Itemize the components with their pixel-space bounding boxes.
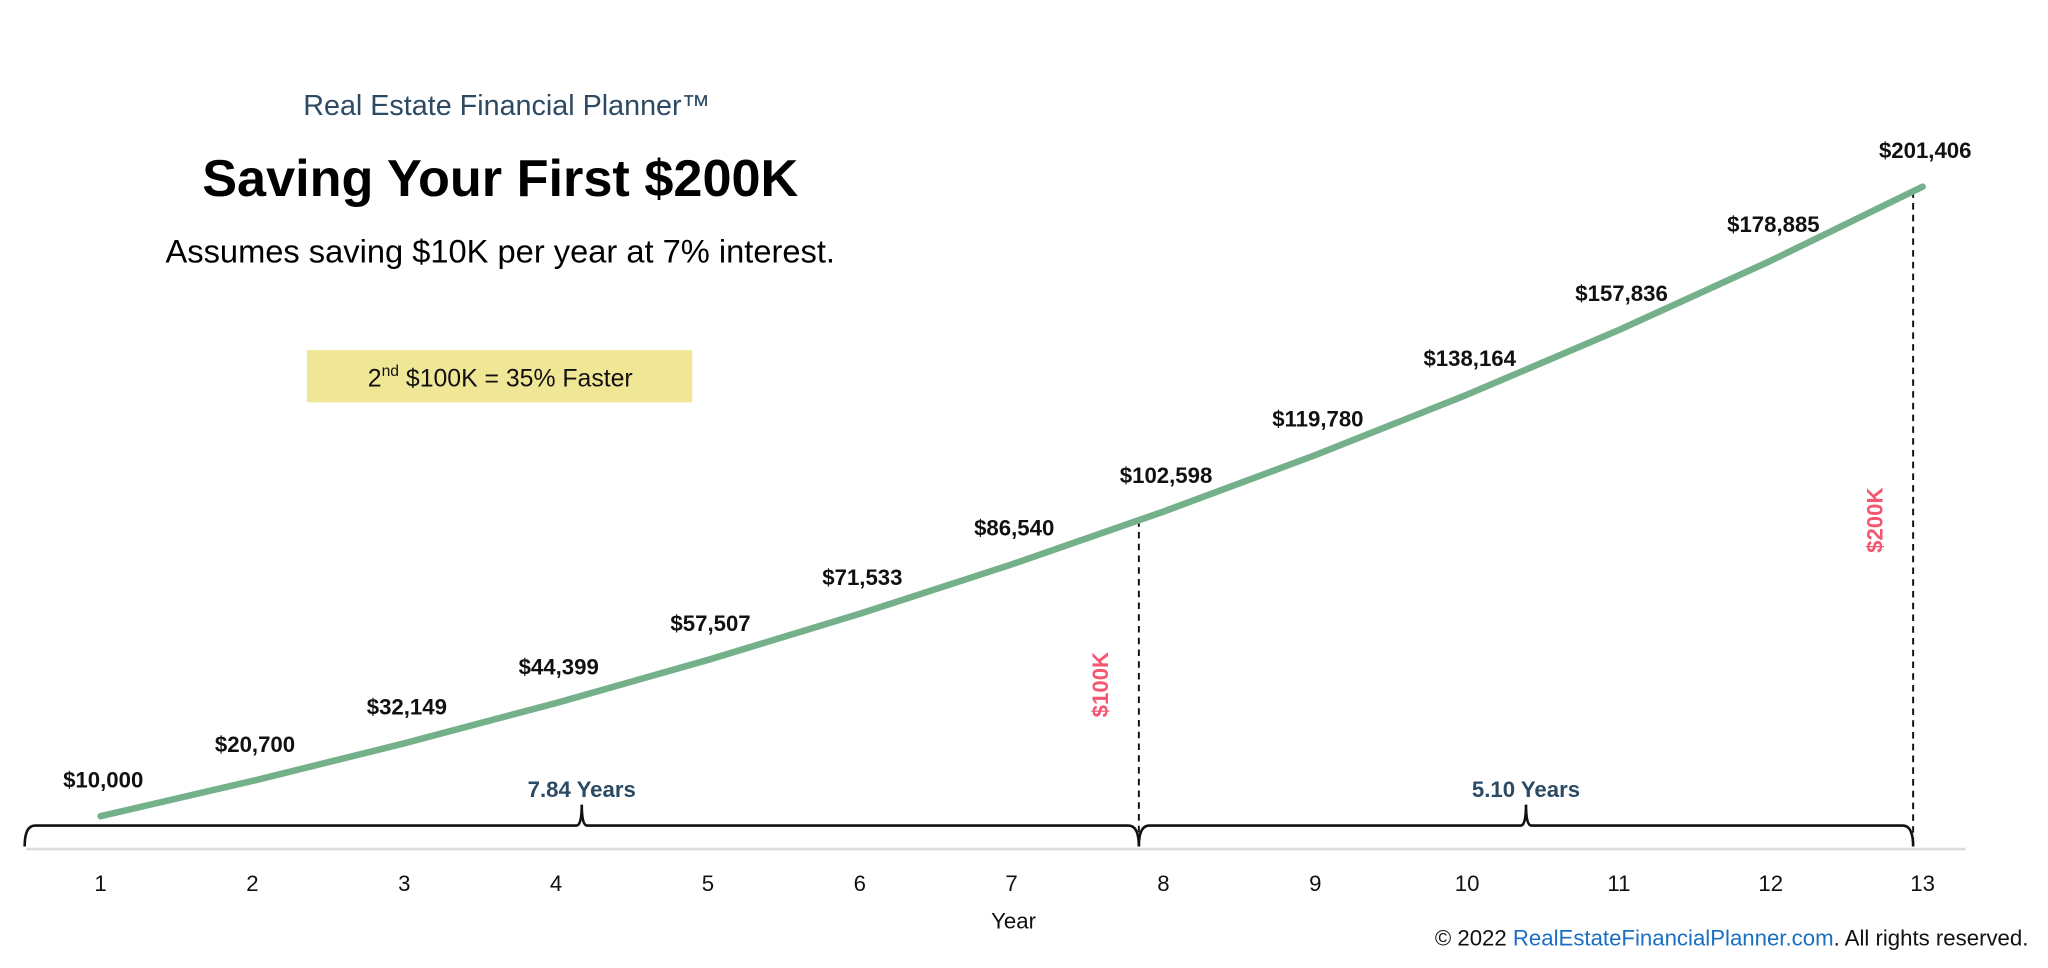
x-tick-label: 7 <box>1005 871 1017 896</box>
x-tick-label: 2 <box>246 871 258 896</box>
x-tick-label: 10 <box>1455 871 1480 896</box>
brand-title: Real Estate Financial Planner™ <box>303 90 710 122</box>
data-label: $10,000 <box>63 767 143 792</box>
site-link[interactable]: RealEstateFinancialPlanner.com <box>1513 926 1834 951</box>
data-label: $102,598 <box>1120 463 1213 488</box>
callout-box <box>306 350 693 403</box>
data-label: $44,399 <box>519 654 599 679</box>
data-label: $32,149 <box>367 695 447 720</box>
x-tick-label: 4 <box>550 871 562 896</box>
x-tick-label: 3 <box>398 871 410 896</box>
threshold-label: $200K <box>1862 487 1887 552</box>
span-brace <box>1137 804 1915 847</box>
data-label: $138,164 <box>1423 346 1516 371</box>
x-tick-label: 13 <box>1910 871 1935 896</box>
threshold-label: $100K <box>1088 652 1113 717</box>
x-tick-label: 6 <box>854 871 866 896</box>
x-axis-label: Year <box>991 909 1036 934</box>
data-label: $119,780 <box>1272 406 1363 431</box>
chart-title: Saving Your First $200K <box>202 150 798 208</box>
copyright: © 2022 RealEstateFinancialPlanner.com. A… <box>1435 926 2029 951</box>
data-label: $201,406 <box>1879 138 1972 163</box>
data-label: $178,885 <box>1727 212 1820 237</box>
x-tick-label: 1 <box>94 871 106 896</box>
x-tick-label: 11 <box>1607 871 1630 896</box>
data-label: $71,533 <box>822 565 902 590</box>
data-label: $86,540 <box>974 516 1054 541</box>
x-tick-label: 9 <box>1309 871 1321 896</box>
data-label: $157,836 <box>1575 281 1668 306</box>
span-label: 5.10 Years <box>1472 777 1580 802</box>
data-label: $57,507 <box>670 611 750 636</box>
x-tick-label: 5 <box>702 871 714 896</box>
x-tick-label: 8 <box>1157 871 1169 896</box>
x-tick-label: 12 <box>1758 871 1783 896</box>
span-brace <box>23 804 1141 847</box>
callout-text: 2nd $100K = 35% Faster <box>368 363 633 392</box>
span-label: 7.84 Years <box>528 777 636 802</box>
chart-subtitle: Assumes saving $10K per year at 7% inter… <box>166 233 835 270</box>
data-label: $20,700 <box>215 732 295 757</box>
